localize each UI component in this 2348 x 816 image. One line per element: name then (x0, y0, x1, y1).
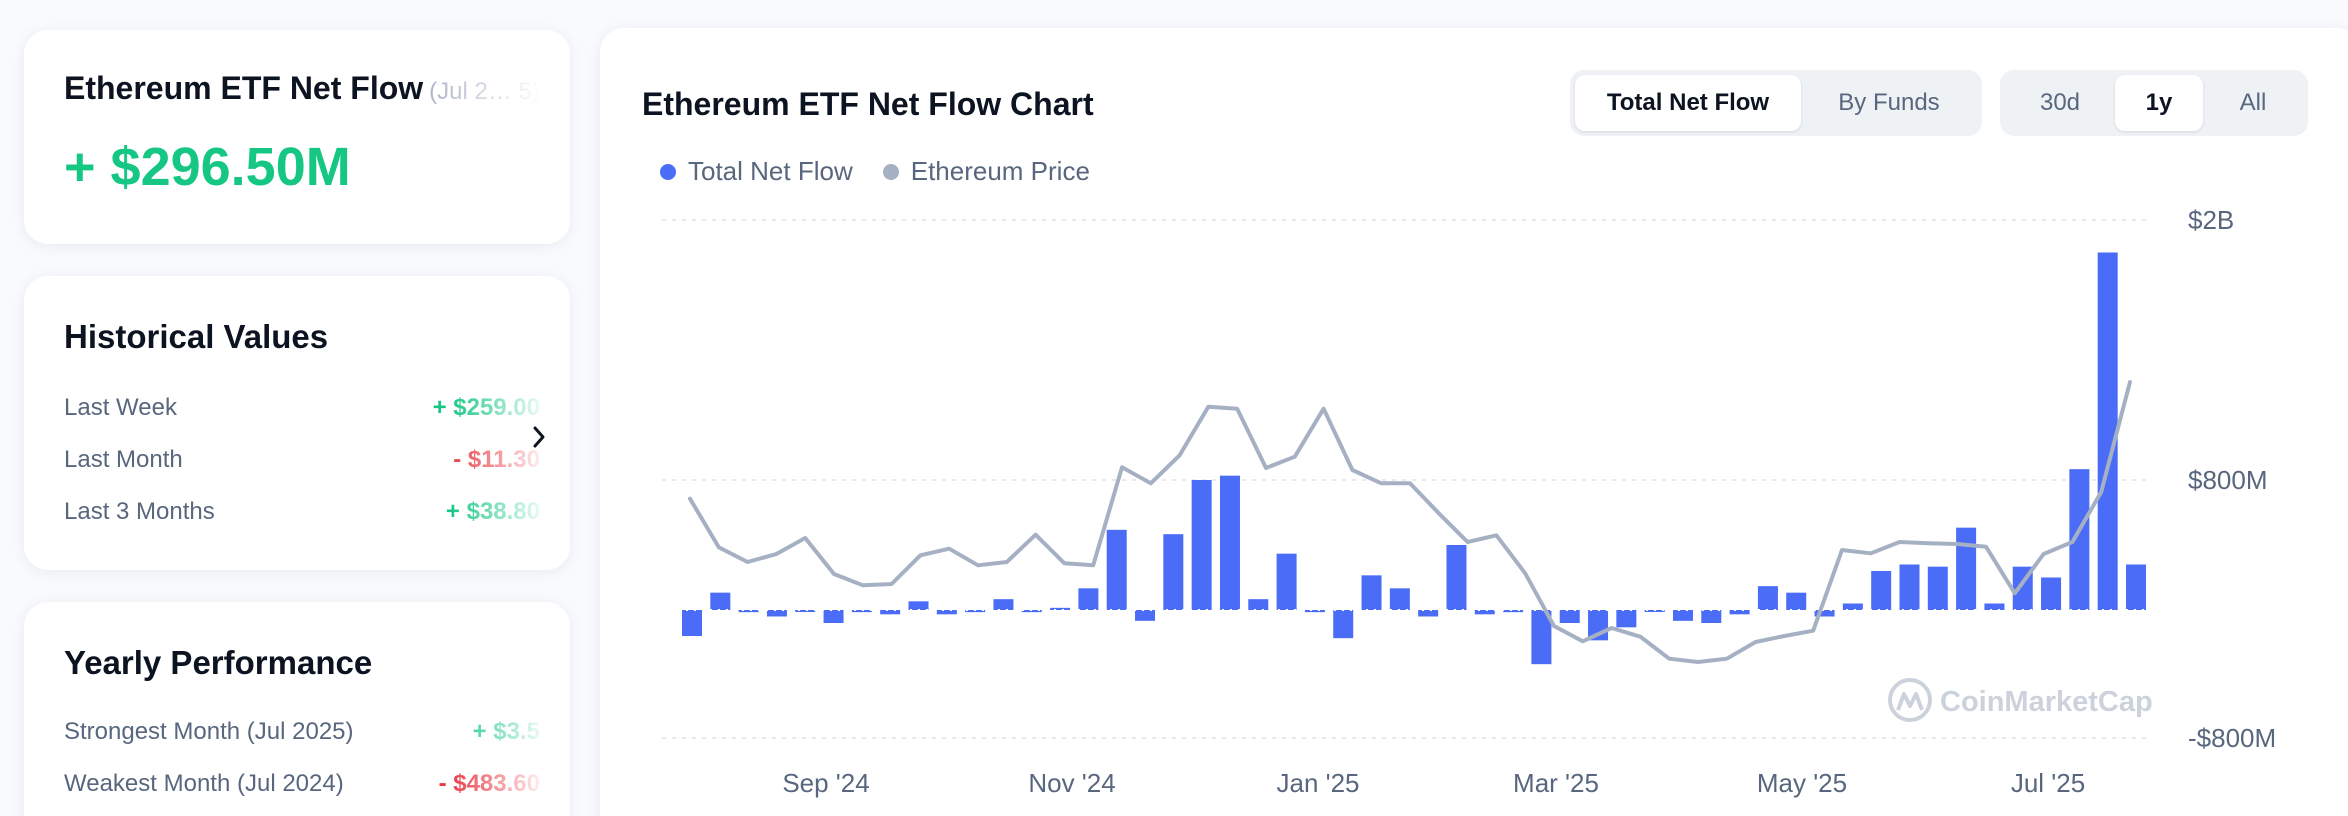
net-flow-bar[interactable] (1842, 603, 1863, 611)
historical-row-label: Last Week (64, 394, 177, 421)
tab-range-1y[interactable]: 1y (2115, 75, 2203, 131)
tab-by-funds[interactable]: By Funds (1838, 89, 1940, 116)
x-tick-label: Mar '25 (1513, 768, 1599, 798)
legend-item-ethereum-price[interactable]: Ethereum Price (882, 156, 1090, 187)
net-flow-bar[interactable] (1701, 610, 1722, 623)
net-flow-bar[interactable] (1106, 529, 1127, 610)
yearly-row-label: Strongest Month (Jul 2025) (64, 718, 354, 746)
net-flow-bar[interactable] (682, 610, 702, 636)
x-tick-label: Sep '24 (782, 768, 869, 798)
net-flow-bar[interactable] (1871, 571, 1892, 610)
net-flow-bar[interactable] (1503, 610, 1524, 613)
tab-range-all[interactable]: All (2239, 89, 2267, 116)
net-flow-bar[interactable] (1616, 610, 1637, 628)
yearly-row-name: Weakest Month (64, 770, 231, 797)
net-flow-bar[interactable] (1050, 607, 1071, 610)
ethereum-price-line[interactable] (688, 380, 2132, 664)
yearly-row-period: (Jul 2025) (246, 718, 354, 745)
chart-legend: Total Net Flow Ethereum Price (660, 156, 1090, 187)
y-tick-label: $2B (2188, 205, 2234, 235)
yearly-row-period: (Jul 2024) (236, 770, 344, 797)
net-flow-bar[interactable] (738, 610, 759, 613)
legend-label: Ethereum Price (910, 156, 1090, 186)
net-flow-bar[interactable] (1389, 588, 1410, 610)
net-flow-bar[interactable] (1899, 564, 1920, 611)
net-flow-bar[interactable] (1531, 610, 1552, 665)
range-tab-group: 30d 1y All (2000, 70, 2308, 136)
net-flow-bar[interactable] (1446, 545, 1467, 610)
net-flow-bar[interactable] (1418, 610, 1439, 617)
net-flow-bar[interactable] (908, 601, 929, 610)
net-flow-bar[interactable] (1078, 588, 1099, 610)
legend-dot-icon (660, 163, 676, 180)
chart-title: Ethereum ETF Net Flow Chart (642, 86, 1094, 122)
net-flow-bar[interactable] (1757, 586, 1778, 610)
summary-title: Ethereum ETF Net Flow (64, 70, 424, 106)
net-flow-bar[interactable] (710, 592, 731, 610)
net-flow-bar[interactable] (1333, 610, 1354, 639)
y-tick-label: $800M (2188, 465, 2268, 495)
x-tick-label: Jan '25 (1276, 768, 1359, 798)
yearly-performance-title: Yearly Performance (64, 644, 373, 681)
net-flow-bar[interactable] (795, 610, 816, 612)
net-flow-bar[interactable] (965, 610, 986, 613)
net-flow-bar[interactable] (823, 610, 844, 623)
net-flow-bar[interactable] (2041, 577, 2062, 611)
tab-range-30d[interactable]: 30d (2039, 89, 2081, 116)
x-tick-label: May '25 (1757, 768, 1847, 798)
net-flow-bar[interactable] (1956, 527, 1977, 610)
historical-values-title: Historical Values (64, 318, 329, 355)
legend-item-total-net-flow[interactable]: Total Net Flow (660, 156, 853, 187)
net-flow-bar[interactable] (993, 599, 1014, 610)
net-flow-bar[interactable] (1729, 610, 1750, 615)
net-flow-bar[interactable] (1984, 603, 2005, 611)
tab-total-net-flow[interactable]: Total Net Flow (1575, 75, 1801, 131)
net-flow-bar[interactable] (766, 610, 787, 617)
net-flow-bar[interactable] (1361, 575, 1382, 610)
y-tick-label: -$800M (2188, 723, 2276, 753)
net-flow-bar[interactable] (1927, 566, 1948, 610)
net-flow-bar[interactable] (936, 610, 957, 615)
net-flow-bar[interactable] (2126, 564, 2146, 611)
net-flow-bar[interactable] (851, 610, 872, 613)
net-flow-bar[interactable] (1163, 534, 1184, 610)
net-flow-bar[interactable] (1219, 475, 1240, 610)
net-flow-bar[interactable] (1021, 610, 1042, 613)
summary-net-flow-value: + $296.50M (64, 137, 351, 197)
historical-row-label: Last Month (64, 446, 183, 473)
x-tick-label: Jul '25 (2011, 768, 2085, 798)
net-flow-bar[interactable] (880, 610, 901, 615)
chevron-right-icon[interactable] (528, 420, 550, 454)
net-flow-bar[interactable] (1474, 610, 1495, 615)
net-flow-bar[interactable] (1786, 592, 1807, 610)
view-tab-group: Total Net Flow By Funds (1570, 70, 1982, 136)
legend-label: Total Net Flow (688, 156, 853, 186)
net-flow-bar[interactable] (1135, 610, 1156, 621)
legend-dot-icon (882, 163, 899, 180)
net-flow-bar[interactable] (1304, 610, 1325, 613)
net-flow-bar[interactable] (1559, 610, 1580, 623)
coinmarketcap-logo-icon (1888, 678, 1932, 722)
yearly-row-name: Strongest Month (64, 718, 241, 745)
net-flow-bar[interactable] (1814, 610, 1835, 617)
net-flow-bar[interactable] (1672, 610, 1693, 621)
net-flow-bar[interactable] (1191, 480, 1212, 610)
net-flow-chart-card (600, 28, 2348, 816)
net-flow-bar[interactable] (1276, 553, 1297, 610)
watermark: CoinMarketCap (1888, 678, 2153, 722)
yearly-row-label: Weakest Month (Jul 2024) (64, 770, 344, 798)
watermark-text: CoinMarketCap (1940, 686, 2153, 718)
net-flow-bar[interactable] (2097, 252, 2118, 611)
net-flow-bar[interactable] (2069, 469, 2090, 610)
summary-title-row: Ethereum ETF Net Flow (Jul 2… 5) (64, 70, 540, 107)
historical-row-label: Last 3 Months (64, 498, 215, 525)
net-flow-bar[interactable] (1248, 599, 1269, 610)
x-tick-label: Nov '24 (1028, 768, 1115, 798)
